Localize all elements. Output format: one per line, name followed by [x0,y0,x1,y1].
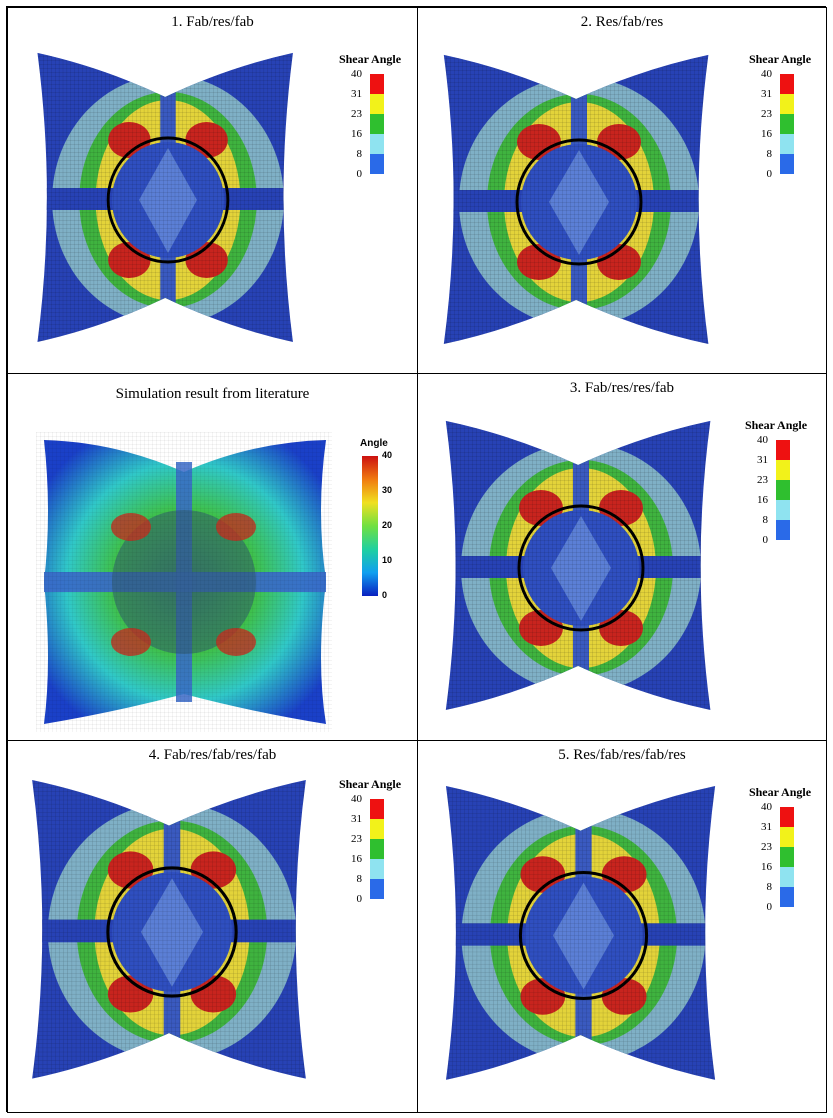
legend-swatch [370,134,384,154]
legend-swatch [370,154,384,174]
legend-tick: 16 [351,853,362,865]
panel-1: 1. Fab/res/fab Shear Angle 40 31 23 16 8 0 [7,7,418,374]
legend-title: Shear Angle [744,418,808,432]
colorbar-tick: 20 [382,520,393,530]
legend-tick: 40 [761,68,772,80]
legend-tick: 16 [351,128,362,140]
legend-tick: 23 [757,474,768,486]
figure-table: 1. Fab/res/fab Shear Angle 40 31 23 16 8 0 2.… [6,6,827,1113]
legend-swatch [370,819,384,839]
legend-swatch [776,500,790,520]
legend-swatch [780,114,794,134]
colorbar-tick: 40 [382,450,393,460]
shear-angle-legend: Shear Angle 40 31 23 16 8 0 [736,418,816,558]
legend-tick: 40 [757,434,768,446]
legend-tick: 23 [761,108,772,120]
legend-tick: 23 [351,108,362,120]
legend-swatch [370,94,384,114]
legend-tick: 0 [356,168,363,180]
panel-caption: 1. Fab/res/fab [171,14,254,30]
shear-angle-plot [434,50,724,355]
legend-swatch [780,887,794,907]
legend-swatch [776,440,790,460]
panel-5: 5. Res/fab/res/fab/res Shear Angle 40 31 2… [417,740,827,1113]
legend-tick: 0 [762,534,769,546]
panel-4: 4. Fab/res/fab/res/fab Shear Angle 40 31 2… [7,740,418,1113]
panel-caption: 3. Fab/res/res/fab [569,380,675,396]
legend-swatch [776,480,790,500]
colorbar-gradient [362,456,378,596]
legend-tick: 40 [351,793,362,805]
legend-tick: 40 [351,68,362,80]
panel-literature: Simulation result from literature Angle … [7,373,418,741]
legend-title: Shear Angle [748,52,812,66]
legend-swatch [780,94,794,114]
shear-angle-legend: Shear Angle 40 31 23 16 8 0 [740,785,820,925]
legend-swatch [370,799,384,819]
legend-tick: 8 [356,148,363,160]
legend-swatch [780,154,794,174]
legend-title: Shear Angle [338,777,402,791]
legend-tick: 31 [761,88,772,100]
legend-swatch [780,134,794,154]
panel-caption: 5. Res/fab/res/fab/res [558,747,686,763]
panel-caption: 4. Fab/res/fab/res/fab [148,747,277,763]
legend-swatch [776,520,790,540]
angle-colorbar: Angle 40 30 20 10 0 [358,438,408,600]
legend-tick: 16 [757,494,768,506]
legend-tick: 0 [356,893,363,905]
panel-caption: Simulation result from literature [115,386,310,402]
legend-tick: 31 [351,813,362,825]
shear-angle-plot [22,775,322,1090]
colorbar-tick: 10 [382,555,393,565]
legend-swatch [780,847,794,867]
legend-swatch [370,859,384,879]
panel-2: 2. Res/fab/res Shear Angle 40 31 23 16 8 0 [417,7,827,374]
legend-tick: 0 [766,168,773,180]
shear-angle-legend: Shear Angle 40 31 23 16 8 0 [330,52,410,192]
legend-tick: 16 [761,128,772,140]
legend-swatch [370,879,384,899]
legend-swatch [780,867,794,887]
panel-3: 3. Fab/res/res/fab Shear Angle 40 31 23 16 8… [417,373,827,741]
legend-tick: 8 [356,873,363,885]
legend-tick: 16 [761,861,772,873]
legend-swatch [780,74,794,94]
legend-swatch [370,74,384,94]
legend-swatch [780,827,794,847]
legend-swatch [370,839,384,859]
legend-tick: 8 [766,148,773,160]
legend-tick: 0 [766,901,773,913]
legend-tick: 40 [761,801,772,813]
legend-tick: 31 [757,454,768,466]
legend-swatch [776,460,790,480]
colorbar-title: Angle [360,438,388,449]
literature-simulation-plot [36,432,332,732]
shear-angle-legend: Shear Angle 40 31 23 16 8 0 [330,777,410,917]
colorbar-tick: 0 [382,590,388,600]
legend-tick: 8 [766,881,773,893]
shear-angle-plot [28,48,308,353]
legend-tick: 31 [351,88,362,100]
shear-angle-plot [436,416,726,721]
shear-angle-plot [436,781,731,1091]
shear-angle-legend: Shear Angle 40 31 23 16 8 0 [740,52,820,192]
legend-tick: 23 [761,841,772,853]
legend-swatch [370,114,384,134]
legend-tick: 8 [762,514,769,526]
legend-title: Shear Angle [338,52,402,66]
panel-caption: 2. Res/fab/res [580,14,664,30]
legend-title: Shear Angle [748,785,812,799]
legend-swatch [780,807,794,827]
legend-tick: 23 [351,833,362,845]
colorbar-tick: 30 [382,485,393,495]
legend-tick: 31 [761,821,772,833]
